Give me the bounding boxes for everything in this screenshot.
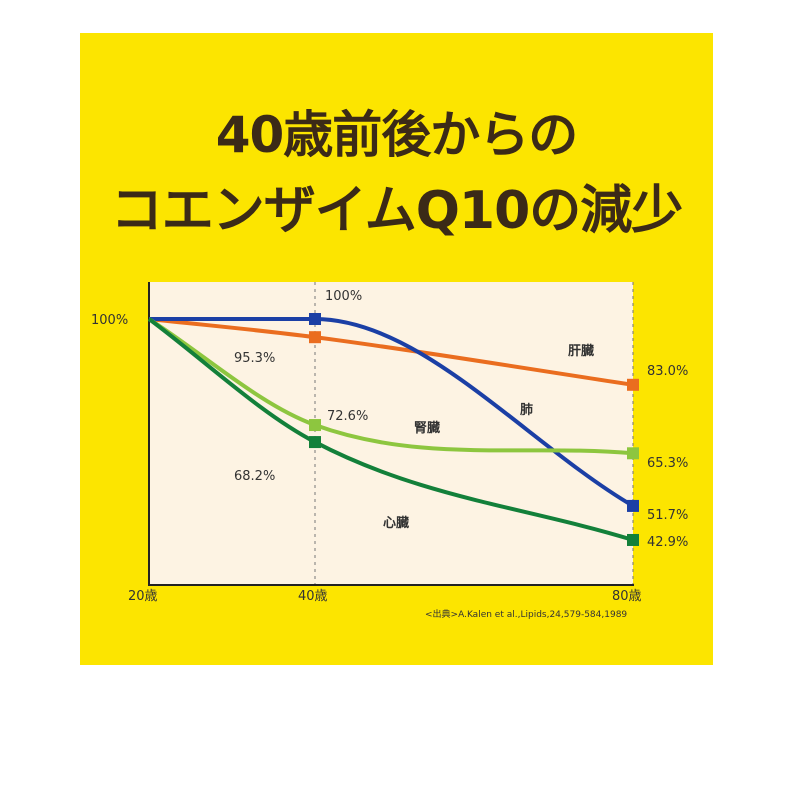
title-line-1: 40歳前後からの (215, 106, 579, 164)
series-line-heart (147, 317, 634, 542)
marker-kidney-40 (309, 419, 321, 432)
title-line-2: コエンザイムQ10の減少 (110, 181, 684, 241)
label-kidney-40: 72.6% (327, 409, 368, 424)
marker-kidney-80 (627, 447, 639, 460)
x-tick-20: 20歳 (128, 589, 158, 604)
marker-liver-40 (309, 331, 321, 344)
series-name-heart: 心臓 (383, 515, 409, 531)
marker-heart-40 (309, 436, 321, 449)
label-heart-80: 42.9% (647, 535, 688, 550)
series-name-lung: 肺 (520, 402, 533, 418)
label-heart-40: 68.2% (234, 469, 275, 484)
marker-lung-80 (627, 499, 639, 512)
label-lung-80: 51.7% (647, 508, 688, 523)
label-kidney-80: 65.3% (647, 456, 688, 471)
series-line-liver (148, 317, 634, 387)
marker-liver-80 (627, 378, 639, 391)
series-line-lung (148, 316, 635, 508)
y-tick-100: 100% (91, 313, 128, 328)
plot-area (149, 282, 633, 585)
label-liver-40: 95.3% (234, 351, 275, 366)
series-line-kidney (147, 317, 634, 456)
source-citation: <出典>A.Kalen et al.,Lipids,24,579-584,198… (425, 608, 627, 620)
marker-lung-40 (309, 313, 321, 325)
series-name-kidney: 腎臓 (414, 420, 440, 436)
marker-heart-80 (627, 533, 639, 546)
series-name-liver: 肝臓 (568, 343, 594, 359)
x-tick-80: 80歳 (612, 589, 642, 604)
label-liver-80: 83.0% (647, 364, 688, 379)
x-tick-40: 40歳 (298, 589, 328, 604)
label-lung-40: 100% (325, 289, 362, 304)
